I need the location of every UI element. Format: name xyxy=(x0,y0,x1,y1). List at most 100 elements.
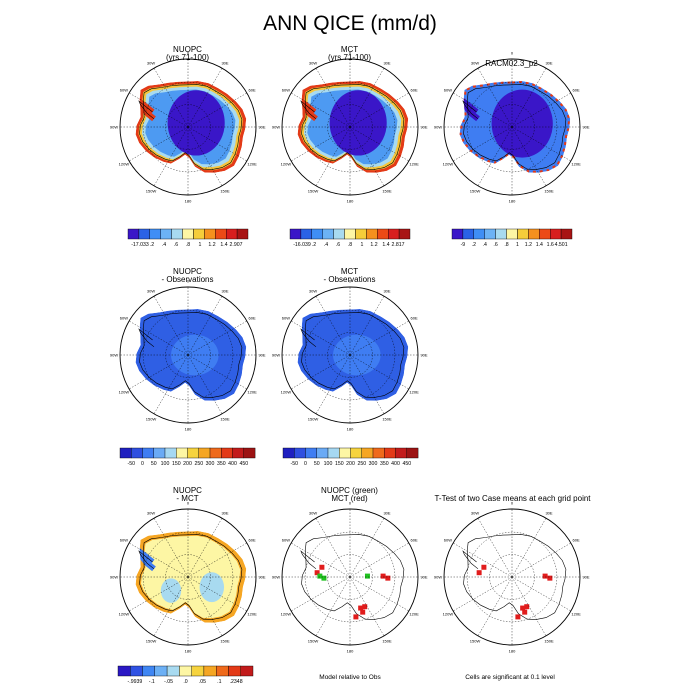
peninsula-coast xyxy=(462,100,479,120)
colorbar-label: 300 xyxy=(369,461,378,467)
longitude-label: 60E xyxy=(249,88,256,93)
meridian-line xyxy=(187,354,247,390)
latitude-ring xyxy=(165,554,211,600)
longitude-label: 30W xyxy=(147,288,155,293)
longitude-label: 120W xyxy=(119,612,130,617)
longitude-label: 60E xyxy=(573,88,580,93)
colorbar-swatch xyxy=(225,228,238,240)
panel-5-title: MCT - Observations xyxy=(302,268,397,284)
meridian-line xyxy=(349,576,409,612)
colorbar-label: .8 xyxy=(348,242,352,248)
longitude-label: 120W xyxy=(281,390,292,395)
longitude-label: 30E xyxy=(383,510,390,515)
colorbar-swatch xyxy=(142,447,155,459)
latitude-ring xyxy=(304,531,396,623)
map-border xyxy=(281,508,419,646)
colorbar-label: .0 xyxy=(183,679,187,685)
map-border xyxy=(443,508,581,646)
ice-field xyxy=(459,81,571,173)
longitude-label: 30E xyxy=(383,60,390,65)
longitude-label: 30E xyxy=(221,288,228,293)
colorbar-swatch xyxy=(204,228,216,240)
longitude-label: 90W xyxy=(272,353,280,358)
panel-2-title-line1: MCT xyxy=(340,45,359,54)
colorbar-swatch xyxy=(215,665,229,677)
colorbar-swatch xyxy=(282,447,295,459)
meridian-line xyxy=(349,576,385,637)
panel-9-title: T-Test of two Case means at each grid po… xyxy=(430,495,595,503)
significant-cell xyxy=(380,573,386,579)
meridian-line xyxy=(153,68,189,128)
latitude-ring xyxy=(489,104,535,150)
polar-map-1: 0 30E 60E 90E 120E 150E 180 150W 120W 90W 60W 30W xyxy=(110,51,266,204)
meridian-line xyxy=(477,68,513,128)
colorbar-2: -16.039.2 .4 .6 .8 1 1.2 1.4 2.817 xyxy=(289,228,411,248)
colorbar-label: .6 xyxy=(493,242,497,248)
meridian-line xyxy=(349,320,409,356)
colorbar-swatch xyxy=(154,665,168,677)
colorbar-label: 100 xyxy=(161,461,170,467)
latitude-ring xyxy=(142,309,234,401)
longitude-label: 150E xyxy=(382,639,392,644)
ice-field xyxy=(297,81,409,173)
meridian-line xyxy=(349,517,385,578)
latitude-ring xyxy=(327,104,373,150)
colorbar-label: .1 xyxy=(217,679,221,685)
meridian-line xyxy=(129,576,189,612)
longitude-label: 0 xyxy=(511,501,514,506)
colorbar-label: 150 xyxy=(335,461,344,467)
panel-8-title: NUOPC (green) MCT (red) xyxy=(302,487,397,503)
meridian-line xyxy=(291,576,351,612)
colorbar-swatch xyxy=(388,228,400,240)
meridian-line xyxy=(349,68,385,128)
latitude-ring xyxy=(327,554,373,600)
colorbar-swatch xyxy=(300,228,312,240)
colorbar-label: -.05 xyxy=(164,679,173,685)
longitude-label: 180 xyxy=(347,199,354,204)
colorbar-label: .2 xyxy=(472,242,476,248)
longitude-label: 120E xyxy=(409,390,419,395)
longitude-label: 30E xyxy=(545,60,552,65)
longitude-label: 30W xyxy=(147,510,155,515)
polar-map-2: 0 30E 60E 90E 120E 150E 180 150W 120W 90W 60W 30W xyxy=(272,51,428,204)
latitude-ring xyxy=(142,531,234,623)
map-border xyxy=(119,58,257,196)
colorbar-label: 1 xyxy=(516,242,519,248)
colorbar-label: 1.4 xyxy=(382,242,389,248)
significant-cell xyxy=(476,570,482,576)
longitude-label: 60W xyxy=(120,538,128,543)
longitude-label: 90E xyxy=(420,125,427,130)
latitude-ring xyxy=(165,332,211,378)
model-relative-note: Model relative to Obs xyxy=(319,674,381,681)
coastline xyxy=(463,534,567,620)
longitude-label: 120W xyxy=(281,612,292,617)
ice-field xyxy=(297,309,409,401)
meridian-line xyxy=(153,126,189,186)
colorbar-1: -17.033.2 .4 .6 .8 1 1.2 1.4 2.907 xyxy=(127,228,249,248)
panel-4-title: NUOPC - Observations xyxy=(140,268,235,284)
longitude-label: 150W xyxy=(470,639,481,644)
colorbar-label: 1 xyxy=(361,242,364,248)
longitude-label: 120W xyxy=(119,390,130,395)
colorbar-label: 150 xyxy=(172,461,181,467)
map-border xyxy=(281,286,419,424)
longitude-label: 30W xyxy=(147,60,155,65)
meridian-line xyxy=(187,576,223,637)
colorbar-swatch xyxy=(305,447,318,459)
colorbar-swatch xyxy=(191,665,205,677)
panel-8-title-line2: MCT (red) xyxy=(331,494,368,503)
longitude-label: 30W xyxy=(471,60,479,65)
longitude-label: 120W xyxy=(119,162,130,167)
coastline xyxy=(139,84,243,170)
meridian-line xyxy=(349,296,385,356)
colorbar-label: .8 xyxy=(504,242,508,248)
meridian-line xyxy=(315,68,351,128)
meridian-line xyxy=(315,354,351,414)
polar-map-7: 0 30E 60E 90E 120E 150E 180 150W 120W 90W 60W 30W xyxy=(272,501,428,654)
meridian-line xyxy=(153,354,189,414)
meridian-line xyxy=(129,542,189,578)
polar-map-6: 0 30E 60E 90E 120E 150E 180 150W 120W 90W 60W 30W xyxy=(110,501,266,654)
panel-4-title-line2: - Observations xyxy=(161,275,214,284)
longitude-label: 120W xyxy=(443,612,454,617)
colorbar-swatch xyxy=(138,228,150,240)
